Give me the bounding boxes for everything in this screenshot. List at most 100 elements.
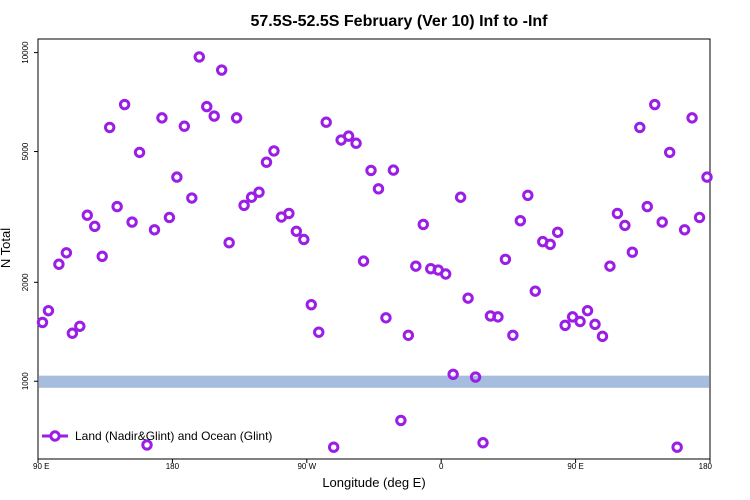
data-point [626, 246, 639, 258]
data-point [81, 209, 93, 221]
data-point [454, 191, 467, 203]
data-point [111, 200, 123, 213]
data-point [208, 110, 220, 122]
legend-marker [49, 430, 61, 442]
data-point [581, 304, 594, 317]
data-point [171, 171, 183, 183]
y-tick-label: 2000 [21, 273, 30, 291]
data-point [671, 441, 683, 453]
data-point [141, 439, 153, 451]
chart-title: 57.5S-52.5S February (Ver 10) Inf to -In… [251, 13, 549, 30]
data-point [260, 156, 273, 168]
data-point [327, 441, 340, 453]
y-tick-label: 1000 [21, 372, 30, 390]
data-point [342, 130, 355, 142]
data-point [596, 330, 609, 343]
data-point [499, 253, 512, 266]
data-point [283, 207, 295, 220]
data-point [477, 437, 489, 449]
legend-label: Land (Nadir&Glint) and Ocean (Glint) [75, 429, 272, 443]
data-point [357, 255, 370, 267]
data-point [74, 320, 86, 332]
data-point [641, 200, 653, 213]
data-point [238, 199, 250, 212]
data-point [589, 318, 601, 331]
x-tick-label: 90 E [567, 462, 583, 471]
data-point [574, 315, 586, 328]
data-point [462, 292, 474, 304]
data-point [42, 304, 55, 317]
data-point [417, 218, 429, 231]
data-point [529, 285, 541, 297]
data-point [320, 116, 332, 128]
data-point [201, 100, 213, 113]
data-point [89, 220, 101, 233]
data-point [395, 414, 407, 427]
data-point [245, 191, 258, 203]
data-point [60, 247, 73, 259]
data-point [156, 112, 168, 124]
x-tick-label: 90 E [33, 462, 49, 471]
x-tick-label: 180 [699, 462, 713, 471]
data-point [410, 260, 422, 272]
data-point [372, 183, 385, 195]
data-point [604, 260, 616, 272]
data-point [163, 211, 176, 224]
data-point [133, 146, 146, 159]
data-point [268, 145, 280, 157]
data-point [96, 250, 108, 262]
data-point [649, 98, 661, 111]
y-tick-label: 5000 [21, 142, 30, 160]
data-point [305, 298, 317, 311]
data-point [469, 371, 482, 383]
data-point [611, 207, 624, 220]
data-point [350, 137, 362, 149]
x-axis-label: Longitude (deg E) [322, 475, 425, 490]
data-point [559, 319, 571, 331]
reference-band [39, 375, 709, 388]
data-points [36, 51, 713, 453]
data-point [148, 224, 161, 236]
data-point [215, 64, 228, 76]
data-point [663, 146, 676, 159]
data-point [186, 192, 198, 204]
data-point [551, 226, 564, 238]
data-point [126, 216, 138, 228]
data-point [514, 214, 527, 227]
data-point [193, 51, 205, 63]
x-tick-label: 90 W [297, 462, 316, 471]
y-tick-label: 10000 [21, 41, 30, 64]
data-point [178, 120, 191, 132]
x-axis: 90 E 180 90 W 0 90 E 180 [33, 459, 713, 471]
plot-frame [37, 38, 711, 460]
data-point [693, 211, 706, 224]
data-point [447, 368, 459, 380]
data-point [387, 164, 400, 176]
reference-band-layer [39, 375, 709, 388]
data-point [380, 312, 392, 324]
data-point [103, 121, 116, 134]
data-point [701, 171, 713, 183]
data-point [290, 225, 303, 237]
y-axis-label: N Total [0, 228, 13, 268]
y-axis: 1000 2000 5000 10000 [21, 41, 38, 390]
data-point [619, 219, 631, 232]
data-point [118, 98, 131, 111]
data-point [313, 326, 325, 338]
x-tick-label: 180 [166, 462, 180, 471]
x-tick-label: 0 [439, 462, 444, 471]
data-point [439, 268, 452, 280]
data-point [365, 164, 377, 177]
data-point [544, 238, 556, 251]
data-point [402, 329, 415, 341]
data-point [634, 121, 646, 134]
data-point [223, 236, 235, 249]
data-point [253, 186, 265, 198]
legend: Land (Nadir&Glint) and Ocean (Glint) [42, 429, 272, 443]
data-point [36, 316, 49, 329]
data-point [66, 327, 79, 339]
data-point [298, 233, 310, 246]
data-point [230, 112, 243, 124]
data-point [522, 189, 534, 201]
